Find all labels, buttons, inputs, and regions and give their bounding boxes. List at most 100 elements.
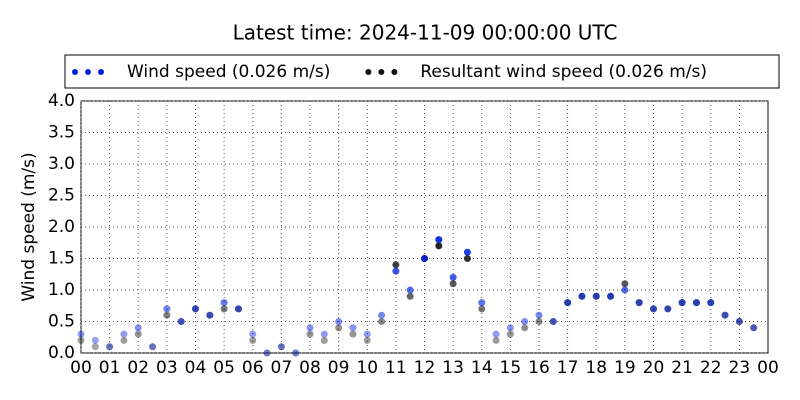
data-point	[692, 299, 700, 307]
data-point	[263, 349, 271, 357]
legend-marker	[391, 69, 398, 75]
data-point	[707, 299, 715, 307]
y-tick-label: 0.0	[48, 343, 75, 363]
y-tick-label: 1.0	[48, 280, 75, 300]
data-point	[392, 267, 400, 275]
y-tick-label: 0.5	[48, 312, 75, 332]
data-point	[521, 318, 529, 325]
data-point	[406, 292, 414, 300]
data-point	[463, 255, 471, 262]
y-axis-label: Wind speed (m/s)	[19, 152, 39, 301]
data-point	[750, 324, 758, 332]
data-point	[363, 330, 371, 338]
legend-marker	[85, 69, 91, 75]
x-tick-label: 08	[299, 358, 321, 378]
legend-marker	[72, 69, 78, 75]
data-point	[463, 248, 471, 256]
legend-marker	[365, 69, 372, 75]
data-point	[449, 280, 457, 288]
y-tick-label: 3.0	[48, 154, 75, 174]
data-point	[492, 330, 500, 338]
x-tick-label: 23	[729, 358, 751, 378]
data-point	[91, 343, 99, 351]
data-point	[750, 324, 758, 332]
legend-box	[64, 54, 780, 89]
x-tick-label: 10	[356, 358, 378, 378]
data-point	[435, 236, 443, 244]
data-point	[578, 292, 586, 300]
data-point	[249, 336, 257, 344]
x-tick-label: 17	[557, 358, 579, 378]
data-point	[106, 343, 114, 351]
data-point	[234, 305, 242, 313]
x-tick-label: 00	[70, 358, 92, 378]
x-tick-label: 19	[614, 358, 636, 378]
data-point	[335, 324, 343, 332]
data-point	[549, 318, 557, 325]
data-point	[607, 292, 615, 300]
data-point	[149, 343, 157, 351]
data-point	[292, 349, 300, 357]
y-tick-label: 2.0	[48, 217, 75, 237]
data-point	[277, 343, 285, 351]
legend-label: Wind speed (0.026 m/s)	[127, 62, 330, 82]
data-point	[664, 305, 672, 313]
data-point	[320, 330, 328, 338]
x-tick-label: 15	[500, 358, 522, 378]
data-point	[535, 311, 543, 319]
data-point	[149, 343, 157, 351]
data-point	[349, 324, 357, 332]
data-point	[77, 330, 85, 338]
data-point	[506, 324, 514, 332]
data-point	[678, 299, 686, 307]
data-point	[120, 330, 128, 338]
x-tick-label: 22	[700, 358, 722, 378]
x-tick-label: 20	[643, 358, 665, 378]
data-point	[220, 299, 228, 307]
x-tick-label: 14	[471, 358, 493, 378]
data-point	[320, 336, 328, 344]
x-tick-label: 16	[528, 358, 550, 378]
data-point	[306, 324, 314, 332]
x-tick-label: 04	[185, 358, 207, 378]
data-point	[335, 318, 343, 325]
data-point	[449, 273, 457, 281]
data-point	[177, 318, 185, 325]
y-tick-label: 1.5	[48, 249, 75, 269]
data-point	[263, 349, 271, 357]
data-point	[506, 330, 514, 338]
x-tick-label: 06	[242, 358, 264, 378]
data-point	[650, 305, 657, 313]
data-point	[621, 286, 629, 294]
data-point	[206, 311, 214, 319]
legend-label: Resultant wind speed (0.026 m/s)	[420, 62, 707, 82]
plot-frame	[80, 100, 769, 354]
data-point	[492, 336, 500, 344]
data-point	[392, 261, 400, 269]
data-point	[378, 318, 386, 325]
data-point	[721, 311, 729, 319]
data-point	[592, 292, 600, 300]
data-point	[134, 330, 142, 338]
data-point	[363, 336, 371, 344]
y-tick-label: 2.5	[48, 186, 75, 206]
y-tick-label: 3.5	[48, 123, 75, 143]
y-tick-label: 4.0	[48, 91, 75, 111]
data-point	[421, 255, 428, 262]
data-point	[478, 299, 486, 307]
x-tick-label: 13	[442, 358, 464, 378]
data-point	[406, 286, 414, 294]
chart-title: Latest time: 2024-11-09 00:00:00 UTC	[233, 21, 618, 45]
data-point	[564, 299, 572, 307]
data-point	[306, 330, 314, 338]
legend-marker	[378, 69, 385, 75]
x-tick-label: 05	[213, 358, 235, 378]
data-point	[134, 324, 142, 332]
data-point	[106, 343, 114, 351]
data-point	[163, 311, 171, 319]
data-point	[521, 324, 529, 332]
x-tick-label: 07	[271, 358, 293, 378]
data-point	[435, 242, 443, 250]
data-point	[292, 349, 300, 357]
